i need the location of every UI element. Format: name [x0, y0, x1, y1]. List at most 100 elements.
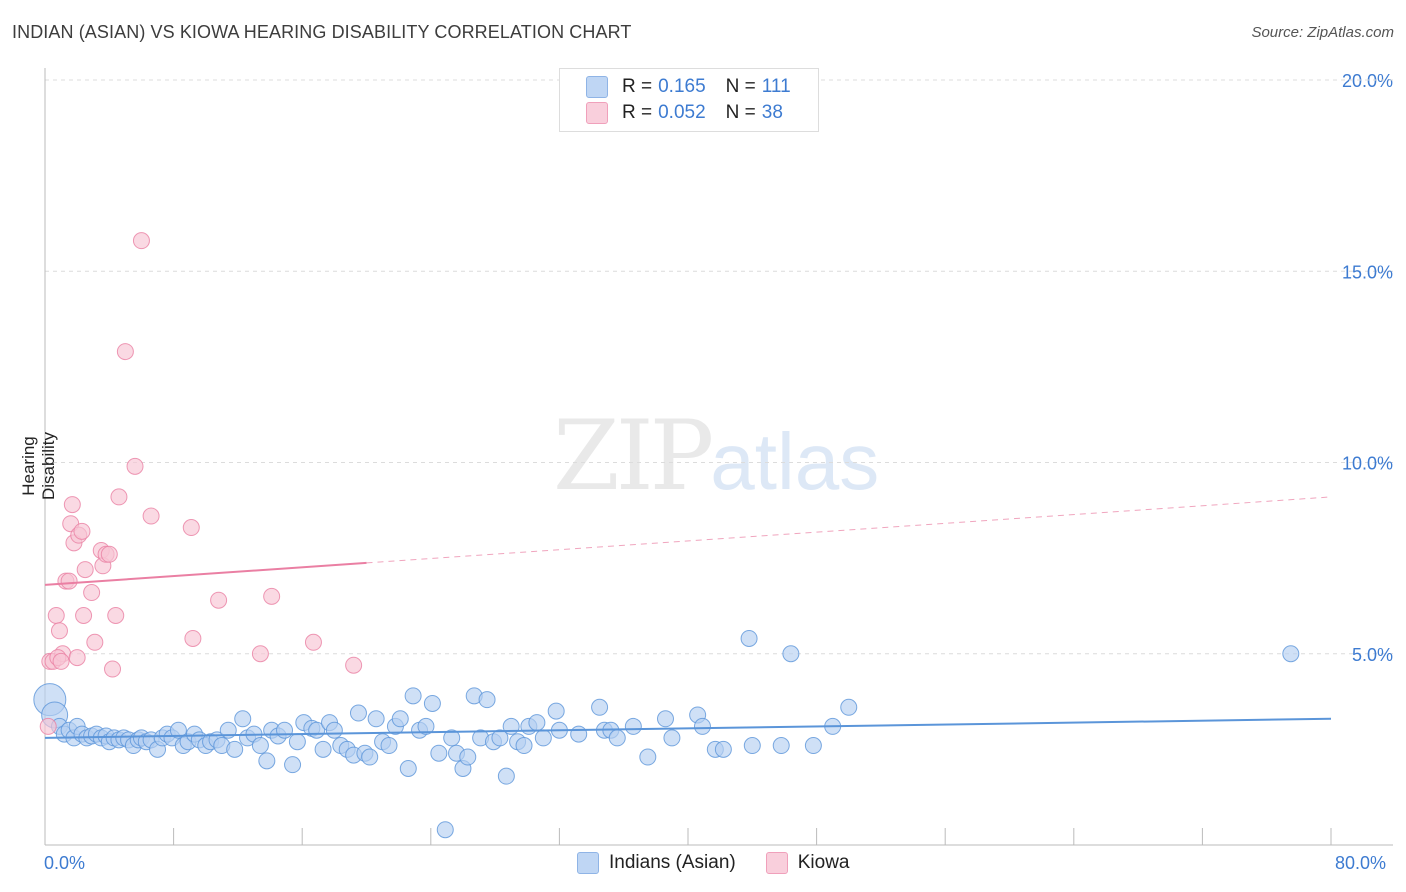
data-point — [258, 752, 276, 770]
data-point — [304, 633, 322, 651]
x-tick-label-min: 0.0% — [44, 853, 86, 873]
data-point — [116, 343, 134, 361]
r-label: R = — [622, 76, 653, 97]
data-point — [210, 591, 228, 609]
data-point — [361, 748, 379, 766]
data-point — [497, 767, 515, 785]
data-point — [325, 721, 343, 739]
data-point — [367, 710, 385, 728]
data-point — [740, 629, 758, 647]
data-point — [100, 545, 118, 563]
watermark: ZIPatlas — [553, 400, 879, 512]
data-point — [83, 584, 101, 602]
data-point — [39, 717, 57, 735]
data-point — [182, 519, 200, 537]
data-point — [52, 652, 70, 670]
data-point — [234, 710, 252, 728]
data-point — [404, 687, 422, 705]
data-point — [142, 507, 160, 525]
data-point — [380, 737, 398, 755]
y-tick-label: 5.0% — [1352, 645, 1393, 665]
data-point — [491, 729, 509, 747]
data-point — [349, 704, 367, 722]
y-axis-label: Hearing Disability — [19, 431, 58, 501]
data-point — [608, 729, 626, 747]
data-point — [288, 733, 306, 751]
source-label: Source: ZipAtlas.com — [1251, 24, 1394, 41]
data-point — [656, 710, 674, 728]
stats-legend-row-kiowa: R = 0.052 N = 38 — [586, 101, 783, 125]
data-point — [804, 737, 822, 755]
data-point — [436, 821, 454, 839]
data-point — [743, 737, 761, 755]
data-point — [624, 717, 642, 735]
data-point — [284, 756, 302, 774]
data-point — [107, 607, 125, 624]
data-point — [639, 748, 657, 766]
watermark-zip: ZIP — [553, 400, 714, 512]
n-label: N = — [725, 102, 756, 123]
data-point — [399, 760, 417, 777]
data-point — [50, 622, 68, 640]
data-point — [263, 587, 281, 605]
data-point — [547, 702, 565, 720]
chart-title: INDIAN (ASIAN) VS KIOWA HEARING DISABILI… — [12, 22, 632, 42]
trend-line — [44, 717, 1332, 739]
data-point — [345, 656, 363, 674]
trend-line-extension — [366, 496, 1332, 564]
series-legend: Indians (Asian) Kiowa — [577, 852, 879, 874]
data-point — [104, 660, 122, 678]
y-tick-label: 20.0% — [1342, 71, 1393, 91]
r-label: R = — [622, 102, 653, 123]
data-point — [86, 633, 104, 651]
y-tick-label: 10.0% — [1342, 454, 1393, 474]
legend-label-kiowa: Kiowa — [797, 852, 850, 873]
data-point — [75, 607, 93, 624]
watermark-atlas: atlas — [710, 417, 880, 506]
stats-legend-row-indians: R = 0.165 N = 111 — [586, 75, 791, 99]
data-point — [782, 645, 800, 663]
legend-swatch-kiowa — [586, 102, 608, 124]
data-point — [528, 714, 546, 732]
data-point — [132, 232, 150, 250]
data-point — [251, 645, 269, 663]
data-point — [591, 698, 609, 716]
n-value: 111 — [761, 76, 791, 97]
data-point — [459, 748, 477, 766]
data-point — [772, 737, 790, 755]
data-point — [443, 729, 461, 747]
legend-item-kiowa[interactable]: Kiowa — [765, 852, 850, 874]
data-point — [663, 729, 681, 747]
data-point — [60, 572, 78, 590]
data-point — [1282, 645, 1300, 663]
legend-swatch-indians — [586, 76, 608, 98]
data-point — [47, 607, 65, 624]
data-point — [423, 694, 441, 712]
data-point — [276, 721, 294, 739]
data-point — [417, 717, 435, 735]
data-point — [714, 740, 732, 758]
stats-legend: R = 0.165 N = 111 R = 0.052 N = 38 — [559, 68, 819, 132]
legend-swatch-indians — [577, 852, 599, 874]
r-value: 0.052 — [658, 102, 706, 123]
data-point — [570, 725, 588, 743]
trend-line — [44, 561, 367, 586]
r-value: 0.165 — [658, 76, 706, 97]
n-label: N = — [725, 76, 756, 97]
data-point — [251, 737, 269, 755]
x-tick-label-max: 80.0% — [1335, 853, 1387, 873]
legend-item-indians[interactable]: Indians (Asian) — [577, 852, 736, 874]
data-point — [63, 496, 81, 514]
legend-swatch-kiowa — [765, 852, 788, 874]
n-value: 38 — [761, 102, 783, 123]
data-point — [226, 740, 244, 758]
data-point — [515, 737, 533, 755]
data-point — [169, 721, 187, 739]
data-point — [693, 717, 711, 735]
data-point — [184, 629, 202, 647]
data-point — [110, 488, 128, 506]
y-tick-label: 15.0% — [1342, 262, 1393, 282]
data-point — [73, 522, 91, 540]
data-point — [534, 729, 552, 747]
